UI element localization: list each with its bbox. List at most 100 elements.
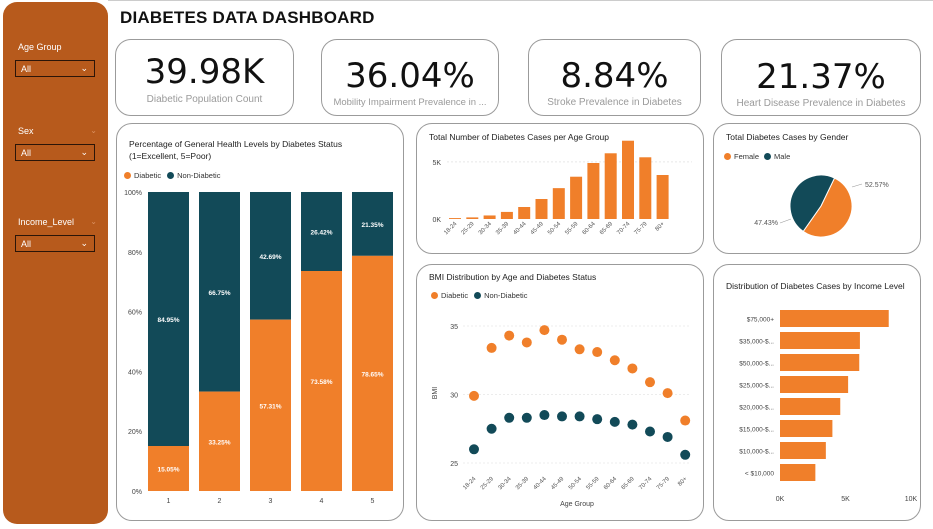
x-tick-label: 50-54: [568, 476, 584, 492]
sex-dropdown-value: All: [21, 148, 32, 158]
x-axis-title: Age Group: [560, 501, 594, 508]
bar: [518, 207, 531, 219]
chart-title: Distribution of Diabetes Cases by Income…: [726, 281, 905, 291]
point-diabetic: [592, 347, 603, 358]
point-non-diabetic: [662, 431, 673, 442]
x-tick-label: 5K: [841, 496, 850, 503]
chart-legend: Diabetic Non-Diabetic: [431, 291, 527, 300]
bar: [780, 420, 833, 437]
y-tick-label: < $10,000: [745, 471, 774, 478]
income-level-filter-label: Income_Level: [18, 217, 75, 227]
data-label: 84.95%: [157, 317, 179, 324]
bar-non-diabetic: [199, 192, 240, 392]
x-tick-label: 30-34: [478, 221, 494, 237]
health-level-chart-card[interactable]: Percentage of General Health Levels by D…: [116, 123, 404, 521]
y-tick-label: 0%: [132, 489, 142, 496]
x-tick-label: 75-79: [656, 476, 672, 492]
age-group-chart-plot: 0K 5K 18-24 25-29 30-34 35-39 40-44 45-49 50-54 5…: [432, 140, 692, 237]
legend-label: Male: [774, 152, 791, 161]
y-tick-label: 5K: [432, 160, 441, 167]
y-tick-label: 60%: [128, 310, 142, 317]
sex-dropdown[interactable]: All ⌄: [15, 144, 95, 161]
data-label: 15.05%: [157, 467, 179, 474]
bar: [656, 175, 669, 219]
x-tick-label: 45-49: [550, 476, 566, 492]
point-diabetic: [539, 325, 550, 336]
x-tick-label: 3: [269, 498, 273, 505]
point-non-diabetic: [521, 412, 532, 423]
bar: [500, 211, 513, 219]
x-tick-label: 4: [320, 498, 324, 505]
health-level-chart-plot: 0% 20% 40% 60% 80% 100% 84.95% 15.05% 1 66.75% 33.…: [124, 190, 393, 505]
legend-marker: [431, 292, 438, 299]
kpi-label: Heart Disease Prevalence in Diabetes: [736, 98, 906, 109]
point-diabetic: [521, 337, 532, 348]
bar-diabetic: [148, 446, 189, 491]
point-diabetic: [645, 377, 655, 388]
income-chart-card[interactable]: Distribution of Diabetes Cases by Income…: [713, 264, 921, 521]
point-non-diabetic: [592, 414, 603, 425]
point-non-diabetic: [574, 411, 585, 422]
data-label: 21.35%: [361, 222, 383, 229]
data-label: 42.69%: [259, 254, 281, 261]
bar: [483, 215, 496, 219]
point-diabetic: [486, 342, 497, 353]
point-diabetic: [469, 390, 479, 401]
age-group-dropdown-value: All: [21, 64, 32, 74]
x-tick-label: 65-69: [599, 221, 615, 237]
x-tick-label: 60-64: [603, 476, 619, 492]
x-tick-label: 45-49: [530, 221, 546, 237]
y-tick-label: $20,000-$...: [739, 405, 774, 412]
chart-title: BMI Distribution by Age and Diabetes Sta…: [429, 272, 597, 282]
chevron-down-icon[interactable]: ⌄: [90, 217, 97, 226]
point-non-diabetic: [557, 411, 567, 422]
x-tick-label: 70-74: [616, 221, 632, 237]
age-group-chart-card[interactable]: Total Number of Diabetes Cases per Age G…: [416, 123, 704, 254]
x-tick-label: 80+: [655, 221, 667, 233]
x-tick-label: 35-39: [495, 221, 511, 237]
bar: [780, 354, 860, 371]
bar: [622, 140, 634, 219]
bmi-chart-card[interactable]: BMI Distribution by Age and Diabetes Sta…: [416, 264, 704, 521]
gender-chart-plot: 52.57% 47.43%: [754, 174, 889, 238]
data-label: 78.65%: [361, 371, 383, 378]
kpi-value: 8.84%: [560, 56, 669, 96]
x-tick-label: 5: [371, 498, 375, 505]
kpi-card-diabetic-population[interactable]: 39.98K Diabetic Population Count: [115, 39, 294, 116]
age-group-filter-label: Age Group: [18, 42, 62, 52]
chart-title: Total Diabetes Cases by Gender: [726, 132, 849, 142]
bar: [780, 310, 889, 327]
x-tick-label: 60-64: [582, 221, 598, 237]
chevron-down-icon: ⌄: [80, 63, 88, 73]
y-tick-label: 20%: [128, 429, 142, 436]
gender-chart-card[interactable]: Total Diabetes Cases by Gender Female Ma…: [713, 123, 921, 254]
point-non-diabetic: [539, 410, 550, 421]
point-diabetic: [662, 388, 673, 399]
bar-non-diabetic: [250, 192, 291, 320]
leader-line: [779, 218, 792, 224]
kpi-card-stroke-prevalence[interactable]: 8.84% Stroke Prevalence in Diabetes: [528, 39, 701, 116]
kpi-card-mobility-impairment[interactable]: 36.04% Mobility Impairment Prevalence in…: [321, 39, 499, 116]
x-tick-label: 30-34: [498, 476, 514, 492]
legend-marker: [764, 153, 772, 160]
page-title: DIABETES DATA DASHBOARD: [120, 8, 375, 27]
legend-label: Non-Diabetic: [484, 291, 528, 300]
x-tick-label: 40-44: [513, 221, 529, 237]
x-tick-label: 80+: [677, 476, 689, 488]
income-level-dropdown[interactable]: All ⌄: [15, 235, 95, 252]
age-group-dropdown[interactable]: All ⌄: [15, 60, 95, 77]
point-non-diabetic: [504, 412, 515, 423]
kpi-value: 36.04%: [345, 56, 475, 96]
chevron-down-icon[interactable]: ⌄: [90, 126, 97, 135]
point-diabetic: [609, 355, 620, 366]
data-label: 33.25%: [208, 439, 230, 446]
chart-title: Percentage of General Health Levels by D…: [129, 139, 343, 161]
point-non-diabetic: [680, 449, 691, 460]
y-tick-label: 25: [450, 461, 458, 468]
y-axis-title: BMI: [432, 387, 439, 400]
x-tick-label: 0K: [776, 496, 785, 503]
point-non-diabetic: [645, 426, 655, 437]
kpi-card-heart-disease[interactable]: 21.37% Heart Disease Prevalence in Diabe…: [721, 39, 921, 116]
income-chart-plot: $75,000+ $35,000-$... $50,000-$... $25,000-…: [739, 310, 918, 503]
legend-label: Female: [734, 152, 760, 161]
